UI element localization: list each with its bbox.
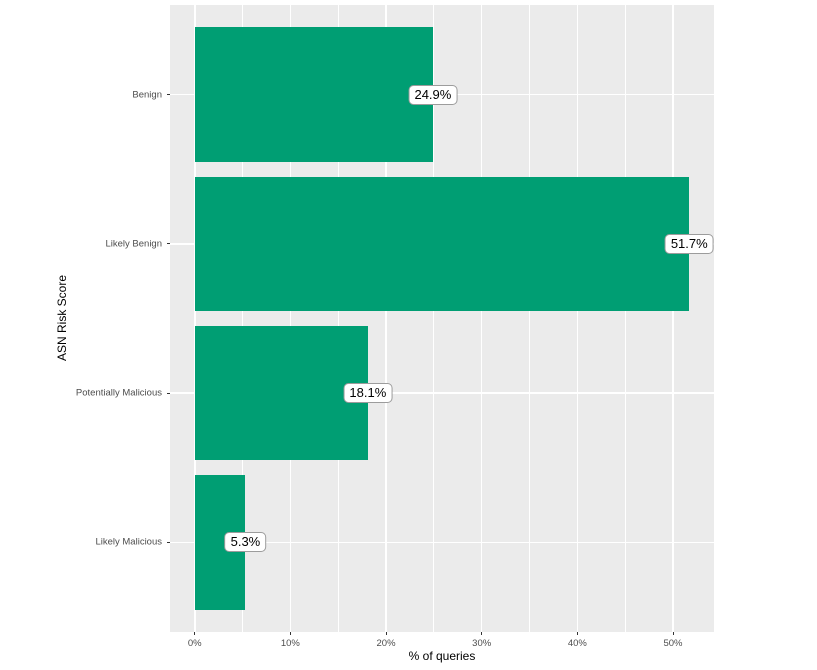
bar-value-label: 18.1% [343, 383, 393, 404]
x-tick-label: 50% [663, 638, 683, 649]
x-tick [481, 632, 483, 635]
y-gridline-major [170, 392, 714, 394]
x-tick-label: 0% [187, 638, 202, 649]
x-gridline-major [480, 5, 483, 632]
bar-value-label: 51.7% [664, 233, 714, 254]
y-tick-label: Likely Benign [105, 238, 162, 250]
x-tick [194, 632, 196, 635]
x-tick-label: 40% [567, 638, 587, 649]
bar [194, 27, 433, 162]
x-tick-label: 10% [280, 638, 300, 649]
x-tick-label: 20% [376, 638, 396, 649]
x-gridline-minor [242, 5, 244, 632]
y-tick-label: Likely Malicious [95, 536, 162, 548]
plot-panel: 24.9% 51.7% 18.1% 5.3% [170, 5, 714, 632]
x-gridline-minor [433, 5, 435, 632]
bar-value-label: 5.3% [224, 532, 267, 553]
x-tick [672, 632, 674, 635]
y-tick [167, 392, 170, 394]
x-gridline-major [385, 5, 387, 632]
y-tick-label: Benign [132, 89, 162, 101]
bar [194, 176, 690, 312]
x-gridline-major [193, 5, 196, 632]
x-gridline-major [672, 5, 674, 632]
x-tick [289, 632, 291, 635]
y-axis-title: ASN Risk Score [55, 274, 69, 362]
y-gridline-major [170, 541, 714, 544]
bar [194, 325, 368, 461]
x-gridline-minor [624, 5, 626, 632]
x-tick [385, 632, 387, 635]
y-tick-label: Potentially Malicious [75, 387, 162, 399]
x-axis-title: % of queries [408, 649, 476, 663]
bar-value-label: 24.9% [408, 84, 458, 105]
y-tick [167, 541, 170, 543]
x-tick [576, 632, 578, 635]
x-gridline-minor [337, 5, 339, 632]
y-tick [167, 243, 170, 245]
x-gridline-minor [529, 5, 531, 632]
y-tick [167, 94, 170, 96]
x-tick-label: 30% [472, 638, 492, 649]
x-gridline-major [576, 5, 579, 632]
x-gridline-major [289, 5, 292, 632]
